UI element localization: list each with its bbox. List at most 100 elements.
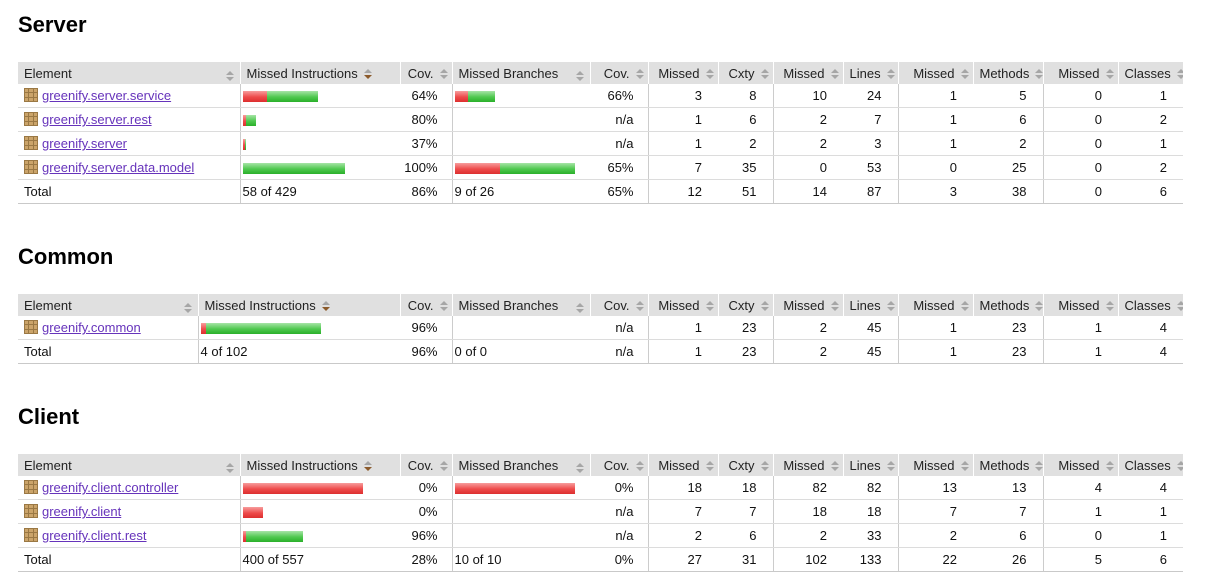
section-title: Server [18,12,87,37]
column-header-missed-instructions[interactable]: Missed Instructions [239,454,400,476]
package-icon [24,504,38,518]
total-cxty: 51 [718,179,773,204]
column-header-missed-cxty[interactable]: Missed [647,454,718,476]
column-header-missed-methods[interactable]: Missed [897,454,973,476]
column-header-lines[interactable]: Lines [842,62,898,84]
methods-value: 5 [973,84,1043,108]
column-header-cov-branches[interactable]: Cov. [589,294,648,316]
table-row: greenify.server.data.model 100% 65% 7 35… [18,155,1183,180]
sort-icon [760,301,769,312]
column-header-element[interactable]: Element [18,454,240,476]
package-icon [24,480,38,494]
methods-value: 13 [973,476,1043,500]
total-instructions: 58 of 429 [239,179,400,204]
cxty-value: 18 [718,476,773,500]
column-header-cov-branches[interactable]: Cov. [589,62,648,84]
instructions-coverage-bar [242,139,246,151]
column-header-classes[interactable]: Classes [1117,454,1183,476]
column-header-methods[interactable]: Methods [972,294,1043,316]
column-header-element[interactable]: Element [18,294,198,316]
column-header-missed-instructions[interactable]: Missed Instructions [197,294,400,316]
lines-value: 82 [843,476,898,500]
package-link[interactable]: greenify.server.service [42,88,172,103]
column-header-missed-branches[interactable]: Missed Branches [451,454,590,476]
column-header-missed-branches[interactable]: Missed Branches [451,62,590,84]
missed-lines-value: 2 [772,107,843,132]
column-header-missed-cxty[interactable]: Missed [647,294,718,316]
methods-value: 2 [973,131,1043,156]
instructions-coverage-value: 37% [400,131,452,156]
column-header-missed-classes[interactable]: Missed [1042,454,1118,476]
column-header-missed-methods[interactable]: Missed [897,62,973,84]
package-link[interactable]: greenify.client [42,504,122,519]
sort-icon [439,461,448,472]
column-header-cov-branches[interactable]: Cov. [589,454,648,476]
column-header-classes[interactable]: Classes [1117,62,1183,84]
sort-icon [575,302,584,313]
column-header-missed-lines[interactable]: Missed [772,62,843,84]
column-header-missed-lines[interactable]: Missed [772,294,843,316]
classes-value: 2 [1118,107,1183,132]
cxty-value: 35 [718,155,773,180]
column-header-cxty[interactable]: Cxty [717,62,773,84]
column-header-missed-branches[interactable]: Missed Branches [451,294,590,316]
total-branches: 9 of 26 [451,179,590,204]
coverage-section-server: Server Element Missed Instructions Cov. … [18,12,1200,204]
sort-icon [705,461,714,472]
column-header-missed-instructions[interactable]: Missed Instructions [239,62,400,84]
total-cxty: 23 [718,339,773,364]
package-link[interactable]: greenify.server.rest [42,112,152,127]
column-header-missed-classes[interactable]: Missed [1042,62,1118,84]
package-link[interactable]: greenify.common [42,320,141,335]
package-icon [24,88,38,102]
total-lines: 87 [843,179,898,204]
missed-cxty-value: 1 [647,131,718,156]
sort-icon [960,301,969,312]
package-link[interactable]: greenify.server [42,136,128,151]
package-link[interactable]: greenify.client.rest [42,528,147,543]
instructions-coverage-bar [242,507,263,519]
column-header-methods[interactable]: Methods [972,62,1043,84]
column-header-methods[interactable]: Methods [972,454,1043,476]
branches-coverage-bar [454,91,495,103]
sort-icon-active [363,69,372,80]
lines-value: 45 [843,316,898,340]
column-header-cov-instructions[interactable]: Cov. [399,294,452,316]
total-missed-methods: 1 [897,339,973,364]
column-header-lines[interactable]: Lines [842,294,898,316]
total-label: Total [18,179,240,204]
instructions-coverage-value: 64% [400,84,452,108]
column-header-cxty[interactable]: Cxty [717,294,773,316]
column-header-lines[interactable]: Lines [842,454,898,476]
missed-classes-value: 0 [1042,155,1118,180]
missed-methods-value: 7 [897,499,973,524]
column-header-cov-instructions[interactable]: Cov. [399,62,452,84]
total-label: Total [18,339,198,364]
missed-cxty-value: 1 [647,107,718,132]
table-row: greenify.client.rest 96% n/a 2 6 2 33 2 … [18,523,1183,548]
missed-methods-value: 0 [897,155,973,180]
missed-classes-value: 0 [1042,523,1118,548]
total-missed-classes: 0 [1042,179,1118,204]
column-header-missed-lines[interactable]: Missed [772,454,843,476]
column-header-classes[interactable]: Classes [1117,294,1183,316]
total-lines: 45 [843,339,898,364]
methods-value: 6 [973,107,1043,132]
instructions-coverage-bar [242,115,256,127]
missed-lines-value: 0 [772,155,843,180]
column-header-cxty[interactable]: Cxty [717,454,773,476]
total-classes: 6 [1118,179,1183,204]
column-header-cov-instructions[interactable]: Cov. [399,454,452,476]
column-header-missed-cxty[interactable]: Missed [647,62,718,84]
cxty-value: 8 [718,84,773,108]
cxty-value: 7 [718,499,773,524]
missed-classes-value: 0 [1042,131,1118,156]
column-header-element[interactable]: Element [18,62,240,84]
package-link[interactable]: greenify.server.data.model [42,160,195,175]
sort-icon [635,301,644,312]
sort-icon [960,69,969,80]
missed-lines-value: 2 [772,523,843,548]
column-header-missed-classes[interactable]: Missed [1042,294,1118,316]
column-header-missed-methods[interactable]: Missed [897,294,973,316]
package-link[interactable]: greenify.client.controller [42,480,179,495]
